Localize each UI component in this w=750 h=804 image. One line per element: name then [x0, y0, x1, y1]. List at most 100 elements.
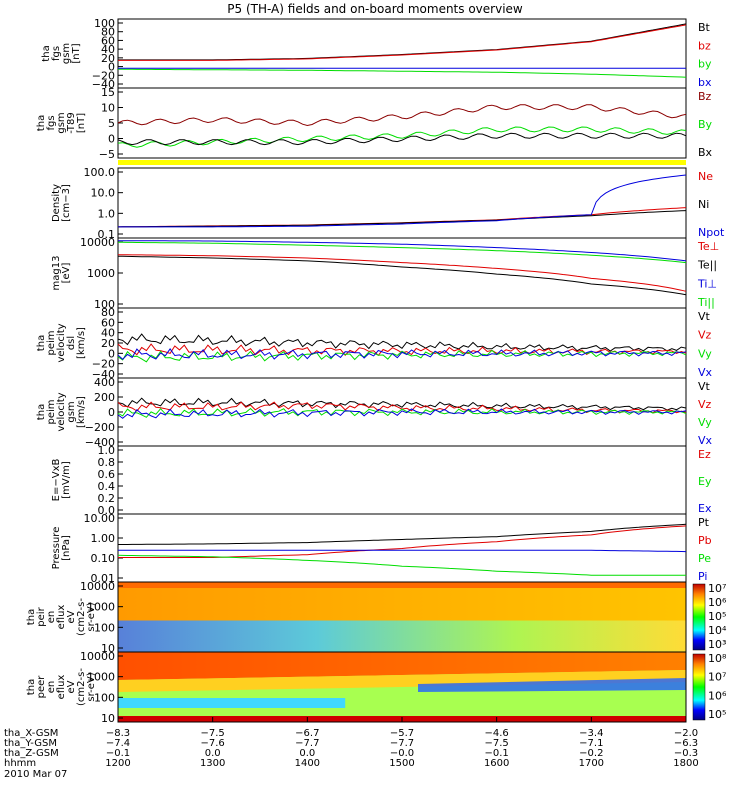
- ytick-label-efield-3: 0.4: [98, 480, 116, 493]
- ytick-label-fgs_gsm-5: 0: [108, 61, 115, 74]
- series-pressure-Pt: [118, 523, 687, 545]
- legend-fgs_gsm-3: bx: [698, 76, 712, 89]
- ylabel-temperature-0: mag13: [51, 256, 62, 291]
- legend-pressure-1: Pb: [698, 534, 712, 547]
- ylabel-efield-0: E=−VxB: [51, 459, 62, 502]
- ylabel-elec_spec-2: en: [46, 681, 57, 694]
- ylabel-fgs_gsm-2: gsm: [61, 43, 72, 64]
- panel-frame-velocity_dsl: [117, 307, 687, 379]
- ytick-label-velocity_dsl-4: 0: [108, 347, 115, 360]
- xaxis-value-3-2: 1400: [295, 758, 320, 769]
- xaxis-value-1-1: −7.6: [201, 738, 225, 749]
- xaxis-row-label-0: tha_X-GSM: [4, 728, 58, 739]
- ytick-label-fgs_gsm-1: 80: [101, 26, 115, 39]
- series-velocity_gsm-Vx: [117, 408, 687, 419]
- colorbar-label-elec_spec-3: 10⁵: [708, 708, 726, 721]
- xaxis-value-2-6: −0.3: [674, 748, 698, 759]
- xaxis-value-3-4: 1600: [484, 758, 509, 769]
- series-fgs_gsm-by: [118, 68, 687, 78]
- ylabel-temperature-1: [eV]: [61, 263, 72, 284]
- electron-spectrogram-blue-band: [418, 678, 686, 692]
- legend-temperature-2: Ti⊥: [697, 277, 717, 290]
- ytick-label-pressure-0: 10.00: [84, 512, 116, 525]
- legend-efield-1: Ey: [698, 475, 712, 488]
- legend-velocity_gsm-1: Vz: [698, 398, 712, 411]
- xaxis-value-2-2: 0.0: [299, 748, 315, 759]
- series-velocity_dsl-Vt: [117, 333, 687, 352]
- ylabel-elec_spec-5: (cm2-s-: [76, 668, 87, 706]
- legend-efield-0: Ez: [698, 448, 711, 461]
- ylabel-elec_spec-3: eflux: [56, 675, 67, 700]
- ylabel-velocity_dsl-2: velocity: [56, 323, 67, 362]
- ylabel-density-1: [cm−3]: [61, 184, 72, 222]
- series-fgs_dsl-Bz: [117, 104, 687, 127]
- panel-frame-temperature: [117, 237, 687, 309]
- ytick-label-temperature-2: 100: [94, 298, 115, 311]
- xaxis-value-1-5: −7.1: [579, 738, 603, 749]
- series-temperature-Ti||: [118, 241, 687, 264]
- ylabel-fgs_dsl-2: gsm: [56, 112, 67, 133]
- ytick-label-fgs_gsm-6: −20: [92, 69, 115, 82]
- electron-spectrogram-low-band: [118, 698, 346, 708]
- ylabel-pressure-1: [nPa]: [61, 535, 72, 561]
- legend-velocity_dsl-3: Vx: [698, 366, 713, 379]
- ylabel-ion_spec-2: en: [46, 611, 57, 624]
- xaxis-value-0-3: −5.7: [390, 728, 414, 739]
- xaxis-value-2-0: −0.1: [106, 748, 130, 759]
- series-pressure-Pb: [118, 525, 687, 558]
- ylabel-efield-1: [mV/m]: [61, 461, 72, 499]
- ytick-label-density-0: 100.0: [84, 166, 116, 179]
- legend-density-1: Ni: [698, 198, 709, 211]
- series-temperature-Ti⊥: [118, 240, 687, 262]
- ylabel-fgs_gsm-1: fgs: [51, 46, 62, 61]
- series-fgs_dsl-Bx: [117, 132, 687, 146]
- legend-fgs_dsl-2: Bx: [698, 146, 713, 159]
- date-label: 2010 Mar 07: [4, 769, 67, 780]
- colorbar-label-elec_spec-2: 10⁶: [708, 689, 727, 702]
- ylabel-fgs_dsl-1: fgs: [46, 115, 57, 130]
- ytick-label-elec_spec-0: 10000: [80, 650, 115, 663]
- ylabel-density-0: Density: [51, 184, 62, 222]
- ytick-label-density-2: 1.0: [98, 207, 116, 220]
- quality-flag-bar: [118, 160, 686, 165]
- xaxis-row-label-1: tha_Y-GSM: [4, 738, 57, 749]
- xaxis-value-2-4: −0.1: [485, 748, 509, 759]
- ytick-label-velocity_gsm-4: −400: [85, 436, 115, 449]
- ytick-label-ion_spec-2: 100: [94, 621, 115, 634]
- electron-spectrogram-mid-flux: [118, 670, 686, 692]
- colorbar-label-ion_spec-1: 10⁶: [708, 596, 727, 609]
- legend-efield-2: Ex: [698, 502, 712, 515]
- ylabel-ion_spec-4: eV: [66, 610, 77, 623]
- ylabel-fgs_dsl-0: tha: [36, 115, 47, 131]
- xaxis-value-3-1: 1300: [200, 758, 225, 769]
- ytick-label-efield-2: 0.6: [98, 468, 116, 481]
- colorbar-ion_spec: [692, 583, 706, 651]
- series-temperature-Te⊥: [117, 254, 687, 292]
- ylabel-velocity_dsl-1: peim: [46, 330, 57, 355]
- series-density-Ni: [117, 210, 687, 228]
- ytick-label-velocity_dsl-3: 20: [101, 337, 115, 350]
- ytick-label-velocity_dsl-0: 80: [101, 306, 115, 319]
- legend-density-2: Npot: [698, 226, 725, 239]
- ytick-label-pressure-3: 0.01: [91, 572, 116, 585]
- ytick-label-fgs_gsm-7: −40: [92, 78, 115, 91]
- ytick-label-elec_spec-2: 100: [94, 691, 115, 704]
- ion-spectrogram-top-band: [118, 582, 686, 588]
- colorbar-label-ion_spec-3: 10⁴: [708, 624, 727, 637]
- ylabel-velocity_gsm-3: gsm: [66, 401, 77, 422]
- xaxis-value-1-6: −6.3: [674, 738, 698, 749]
- ytick-label-ion_spec-1: 1000: [87, 601, 115, 614]
- electron-spectrogram-high-flux: [118, 652, 686, 680]
- xaxis-value-3-0: 1200: [105, 758, 130, 769]
- xaxis-value-1-0: −7.4: [106, 738, 130, 749]
- ylabel-velocity_gsm-0: tha: [36, 404, 47, 420]
- xaxis-value-3-6: 1800: [673, 758, 698, 769]
- xaxis-value-0-4: −4.6: [485, 728, 509, 739]
- colorbar-label-elec_spec-1: 10⁷: [708, 671, 726, 684]
- ylabel-ion_spec-5: (cm2-s-: [76, 598, 87, 636]
- ylabel-elec_spec-1: peer: [36, 675, 47, 699]
- xaxis-value-1-2: −7.7: [295, 738, 319, 749]
- ytick-label-efield-5: 0.0: [98, 504, 116, 517]
- ytick-label-velocity_dsl-2: 40: [101, 327, 115, 340]
